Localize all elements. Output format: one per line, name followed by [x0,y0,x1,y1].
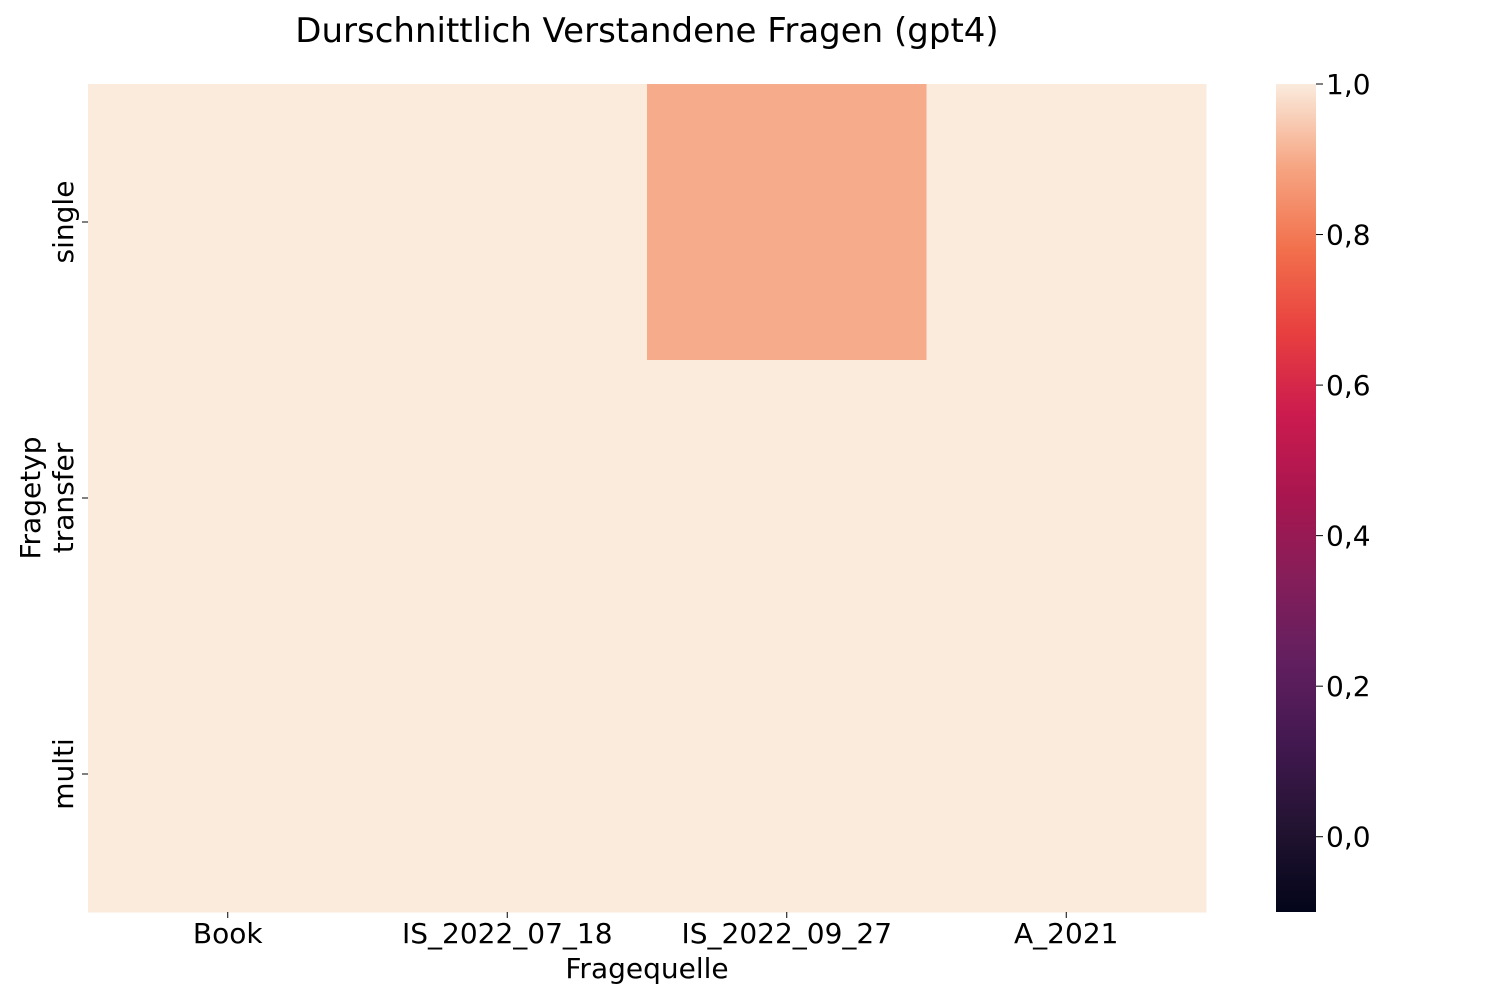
heatmap-cell [926,360,1207,637]
heatmap-cell [367,360,648,637]
colorbar-tick-label: 0,2 [1326,670,1371,703]
y-tick-label: multi [47,738,80,810]
colorbar [1276,84,1316,912]
x-tick-label: A_2021 [1014,917,1118,950]
heatmap-cell [647,84,927,361]
heatmap-cell [88,636,368,913]
heatmap-cell [647,636,927,913]
heatmap-cell [367,84,648,361]
x-tick-label: IS_2022_07_18 [402,917,613,950]
x-axis-label: Fragequelle [565,952,728,985]
heatmap-cell [367,636,648,913]
heatmap-cell [926,636,1207,913]
heatmap-cell [88,84,368,361]
colorbar-ticks: 0,0 0,2 0,4 0,6 0,8 1,0 [1316,68,1371,854]
heatmap-cell [926,84,1207,361]
chart-title: Durschnittlich Verstandene Fragen (gpt4) [295,11,998,51]
colorbar-tick-label: 0,0 [1326,821,1371,854]
y-axis-ticks: single transfer multi [47,181,88,810]
heatmap-cell [647,360,927,637]
colorbar-tick-label: 0,4 [1326,520,1371,553]
colorbar-tick-label: 1,0 [1326,68,1371,101]
colorbar-tick-label: 0,8 [1326,219,1371,252]
x-tick-label: Book [193,917,263,950]
y-tick-label: transfer [47,442,80,553]
x-tick-label: IS_2022_09_27 [681,917,892,950]
heatmap-cell [88,360,368,637]
colorbar-tick-label: 0,6 [1326,369,1371,402]
y-axis-label: Fragetyp [14,436,47,559]
y-tick-label: single [47,181,80,264]
x-axis-ticks: Book IS_2022_07_18 IS_2022_09_27 A_2021 [193,912,1118,950]
heatmap-cells [88,84,1207,913]
